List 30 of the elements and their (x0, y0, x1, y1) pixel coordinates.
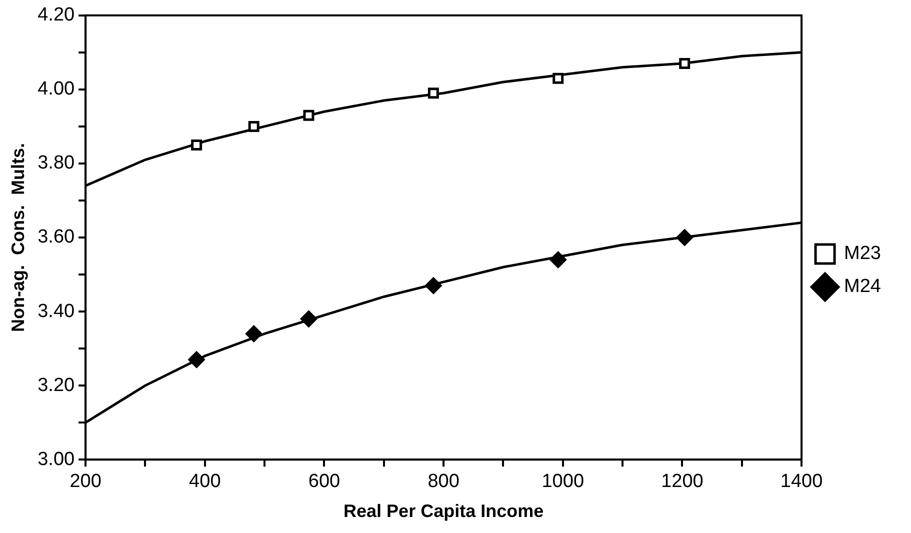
legend-label: M24 (844, 276, 882, 298)
x-tick-label: 200 (70, 471, 102, 492)
y-axis-title: Non-ag. Cons. Mults. (8, 143, 28, 332)
point (425, 277, 442, 294)
x-tick-label: 1400 (780, 471, 823, 492)
point (248, 120, 260, 132)
legend-label: M23 (844, 243, 882, 264)
y-tick-label: 3.20 (38, 374, 75, 396)
point (679, 58, 690, 70)
y-tick-label: 3.40 (38, 300, 75, 322)
point (303, 110, 314, 121)
y-tick-label: 3.00 (38, 448, 75, 470)
y-tick-label: 4.20 (38, 4, 75, 26)
point (188, 351, 205, 368)
point (300, 310, 317, 328)
point (191, 139, 202, 150)
x-tick-label: 1000 (542, 471, 584, 492)
point (550, 251, 566, 268)
y-tick-label: 3.80 (38, 152, 75, 174)
x-tick-label: 600 (308, 471, 340, 492)
x-axis-title: Real Per Capita Income (344, 501, 544, 522)
point (676, 229, 693, 246)
x-tick-label: 800 (428, 471, 460, 492)
point (428, 88, 439, 99)
point (552, 72, 564, 84)
x-tick-label: 1200 (661, 471, 704, 492)
y-tick-label: 3.60 (38, 226, 75, 248)
point (246, 325, 262, 342)
y-tick-label: 4.00 (38, 78, 75, 100)
x-tick-label: 400 (189, 471, 221, 492)
